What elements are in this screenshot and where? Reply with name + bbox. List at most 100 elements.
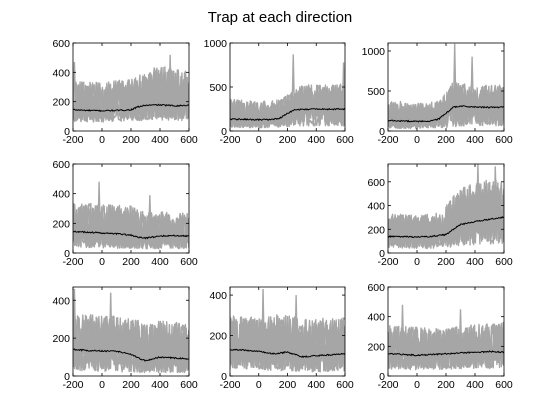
y-tick-label: 0 <box>379 248 385 260</box>
trace-peak <box>458 309 463 354</box>
y-tick-label: 200 <box>52 97 70 109</box>
trial-traces <box>230 289 345 373</box>
x-tick-label: -200 <box>377 256 398 268</box>
x-tick-label: -200 <box>62 256 83 268</box>
trial-trace <box>73 315 189 373</box>
trace-peak <box>476 164 480 222</box>
x-tick-label: -200 <box>219 379 240 391</box>
trial-traces <box>73 181 189 250</box>
y-tick-label: 200 <box>367 224 385 236</box>
trial-trace <box>388 179 504 250</box>
mean-line <box>388 105 504 123</box>
y-tick-label: 400 <box>209 290 227 302</box>
x-tick-label: 600 <box>180 379 198 391</box>
trial-trace <box>230 85 345 128</box>
x-tick-label: 200 <box>279 134 297 146</box>
y-tick-label: 0 <box>379 371 385 383</box>
mean-line <box>73 230 189 240</box>
x-tick-label: 400 <box>466 256 484 268</box>
y-tick-label: 1000 <box>204 38 228 50</box>
x-tick-label: 400 <box>466 379 484 391</box>
mean-line <box>73 348 189 362</box>
x-tick-label: 0 <box>414 256 420 268</box>
x-tick-label: 0 <box>256 379 262 391</box>
x-tick-label: 600 <box>336 134 354 146</box>
trace-peak <box>294 295 298 355</box>
y-tick-label: 400 <box>367 201 385 213</box>
mean-line <box>230 348 345 359</box>
x-tick-label: 600 <box>495 256 513 268</box>
x-tick-label: 0 <box>99 256 105 268</box>
trace-peak <box>470 56 474 107</box>
y-tick-label: 600 <box>367 177 385 189</box>
y-tick-label: 200 <box>52 333 70 345</box>
x-tick-label: -200 <box>62 134 83 146</box>
trace-peak <box>400 304 405 355</box>
trace-peak <box>261 289 265 353</box>
x-tick-label: 600 <box>180 134 198 146</box>
y-tick-label: 0 <box>379 126 385 138</box>
y-tick-label: 400 <box>52 295 70 307</box>
trace-peak <box>97 181 101 233</box>
x-tick-label: 0 <box>256 134 262 146</box>
mean-line <box>230 107 345 122</box>
mean-line <box>388 216 504 239</box>
x-tick-label: 600 <box>336 379 354 391</box>
y-tick-label: 500 <box>367 86 385 98</box>
trial-trace <box>388 323 504 370</box>
x-tick-label: 400 <box>466 134 484 146</box>
x-tick-label: 600 <box>180 256 198 268</box>
trace-peak <box>168 54 173 106</box>
y-tick-label: 1000 <box>362 46 386 58</box>
trial-traces <box>388 43 504 130</box>
x-tick-label: 600 <box>495 379 513 391</box>
y-tick-label: 0 <box>64 126 70 138</box>
trial-trace <box>388 323 504 370</box>
trace-peak <box>73 62 77 110</box>
x-tick-label: 0 <box>414 379 420 391</box>
y-tick-label: 0 <box>64 248 70 260</box>
trace-peak <box>341 62 345 110</box>
y-tick-label: 400 <box>52 67 70 79</box>
x-tick-label: 0 <box>414 134 420 146</box>
x-tick-label: 200 <box>279 379 297 391</box>
y-tick-label: 400 <box>52 189 70 201</box>
mean-line <box>73 103 189 112</box>
x-tick-label: 200 <box>437 134 455 146</box>
y-tick-label: 200 <box>52 218 70 230</box>
x-tick-label: -200 <box>219 134 240 146</box>
x-tick-label: 400 <box>151 134 169 146</box>
x-tick-label: 200 <box>122 256 140 268</box>
trace-peak <box>147 195 152 238</box>
y-tick-label: 0 <box>221 371 227 383</box>
y-tick-label: 0 <box>221 126 227 138</box>
trace-peak <box>452 43 457 107</box>
figure-title: Trap at each direction <box>207 9 353 26</box>
x-tick-label: -200 <box>377 379 398 391</box>
x-tick-label: 200 <box>437 379 455 391</box>
trace-peak <box>291 54 296 111</box>
y-tick-label: 0 <box>64 371 70 383</box>
mean-line <box>388 350 504 357</box>
x-tick-label: 0 <box>99 134 105 146</box>
trial-trace <box>388 181 504 249</box>
trace-peak <box>108 292 113 352</box>
trial-traces <box>388 304 504 371</box>
trial-trace <box>73 203 189 250</box>
trace-peak <box>73 288 77 350</box>
trial-traces <box>73 54 189 123</box>
x-tick-label: 200 <box>122 379 140 391</box>
x-tick-label: 400 <box>307 379 325 391</box>
x-tick-label: 0 <box>99 379 105 391</box>
y-tick-label: 600 <box>52 38 70 50</box>
trial-traces <box>73 288 189 374</box>
x-tick-label: -200 <box>377 134 398 146</box>
